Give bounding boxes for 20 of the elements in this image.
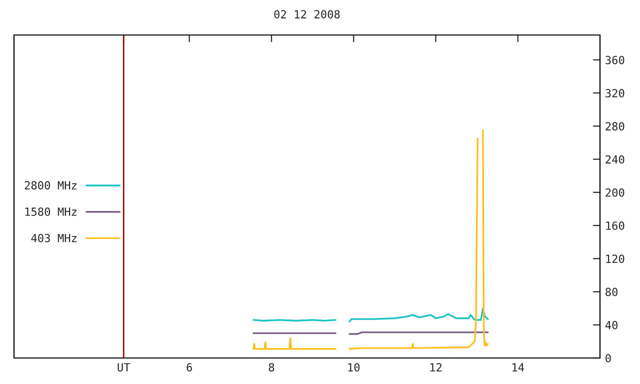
x-tick-label: 6 — [186, 363, 192, 372]
x-tick-label: 10 — [348, 363, 360, 372]
x-tick-label: 12 — [430, 363, 442, 372]
x-tick-label: UT — [118, 363, 130, 372]
y-tick-label: 360 — [606, 56, 624, 64]
y-tick-label: 280 — [606, 122, 624, 131]
y-tick-label: 80 — [606, 288, 618, 296]
y-tick-label: 160 — [606, 221, 624, 230]
y-tick-label: 40 — [605, 320, 618, 330]
legend-label: 2800 MHz — [24, 181, 76, 190]
legend-label: 403 MHz — [31, 234, 76, 242]
y-tick-label: 240 — [606, 155, 624, 164]
y-tick-label: 320 — [606, 88, 624, 98]
x-tick-label: 14 — [512, 363, 524, 372]
legend-label: 1580 MHz — [25, 208, 76, 216]
x-tick-label: 8 — [268, 363, 274, 372]
y-tick-label: 120 — [606, 254, 624, 264]
y-tick-label: 0 — [606, 354, 611, 362]
y-tick-label: 200 — [606, 188, 624, 197]
chart-title: 02 12 2008 — [274, 10, 340, 18]
